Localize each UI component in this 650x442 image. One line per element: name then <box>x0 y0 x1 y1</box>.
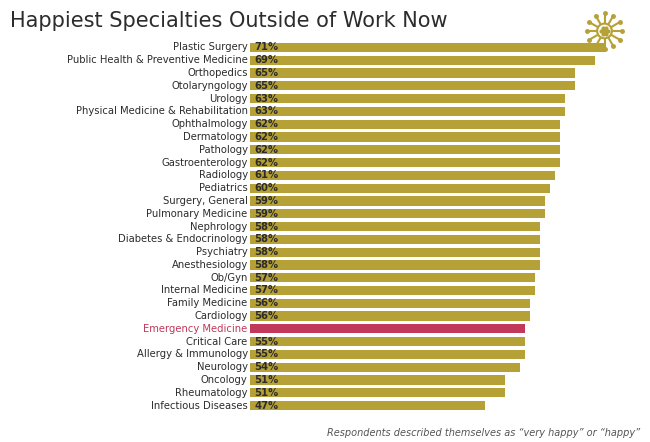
Text: 59%: 59% <box>254 196 278 206</box>
Bar <box>250 312 530 320</box>
Text: 71%: 71% <box>254 42 278 53</box>
Text: 59%: 59% <box>254 209 278 219</box>
Text: Public Health & Preventive Medicine: Public Health & Preventive Medicine <box>67 55 248 65</box>
Text: 58%: 58% <box>254 221 278 232</box>
Text: 56%: 56% <box>254 311 278 321</box>
Text: 51%: 51% <box>254 375 278 385</box>
Text: 57%: 57% <box>254 273 278 283</box>
Text: 62%: 62% <box>254 132 278 142</box>
Text: Rheumatology: Rheumatology <box>176 388 248 398</box>
Text: Nephrology: Nephrology <box>190 221 248 232</box>
Text: Plastic Surgery: Plastic Surgery <box>173 42 248 53</box>
Bar <box>250 158 560 167</box>
Bar <box>250 401 486 410</box>
Bar <box>250 362 521 372</box>
Text: 65%: 65% <box>254 68 278 78</box>
Text: Pathology: Pathology <box>199 145 248 155</box>
Text: Happiest Specialties Outside of Work Now: Happiest Specialties Outside of Work Now <box>10 11 447 31</box>
Text: Ophthalmology: Ophthalmology <box>172 119 248 129</box>
Text: Ob/Gyn: Ob/Gyn <box>211 273 248 283</box>
Text: Infectious Diseases: Infectious Diseases <box>151 400 248 411</box>
Bar <box>250 222 540 231</box>
Text: 55%: 55% <box>254 337 278 347</box>
Text: Psychiatry: Psychiatry <box>196 247 248 257</box>
Text: 60%: 60% <box>254 183 278 193</box>
Bar <box>250 286 536 295</box>
Bar <box>250 81 575 91</box>
Text: 62%: 62% <box>254 119 278 129</box>
Text: Radiology: Radiology <box>199 170 248 180</box>
Bar <box>250 43 606 52</box>
Text: Critical Care: Critical Care <box>187 337 248 347</box>
Text: Gastroenterology: Gastroenterology <box>161 157 248 168</box>
Text: 47%: 47% <box>254 400 278 411</box>
Bar <box>250 337 525 346</box>
Text: Emergency Medicine: Emergency Medicine <box>144 324 248 334</box>
Text: 57%: 57% <box>254 286 278 296</box>
Text: Family Medicine: Family Medicine <box>168 298 248 308</box>
Bar <box>250 56 595 65</box>
Bar <box>250 107 566 116</box>
Bar <box>250 388 506 397</box>
Text: 58%: 58% <box>254 234 278 244</box>
Text: Pediatrics: Pediatrics <box>199 183 248 193</box>
Bar <box>250 350 525 359</box>
Text: 58%: 58% <box>254 247 278 257</box>
Text: Allergy & Immunology: Allergy & Immunology <box>136 350 248 359</box>
Bar <box>250 273 536 282</box>
Bar <box>250 260 540 270</box>
Text: Internal Medicine: Internal Medicine <box>161 286 248 296</box>
Text: 62%: 62% <box>254 145 278 155</box>
Text: 51%: 51% <box>254 388 278 398</box>
Text: 69%: 69% <box>254 55 278 65</box>
Text: Surgery, General: Surgery, General <box>163 196 248 206</box>
Text: Otolaryngology: Otolaryngology <box>171 81 248 91</box>
Bar <box>250 375 506 385</box>
Text: 55%: 55% <box>254 324 278 334</box>
Text: Oncology: Oncology <box>201 375 248 385</box>
Text: Physical Medicine & Rehabilitation: Physical Medicine & Rehabilitation <box>76 107 248 116</box>
Text: 61%: 61% <box>254 170 278 180</box>
Text: 65%: 65% <box>254 81 278 91</box>
Text: 63%: 63% <box>254 94 278 103</box>
Text: 56%: 56% <box>254 298 278 308</box>
Bar <box>250 120 560 129</box>
Bar <box>250 69 575 78</box>
Bar <box>250 196 545 206</box>
Bar <box>250 209 545 218</box>
Text: Neurology: Neurology <box>197 362 248 372</box>
Text: Dermatology: Dermatology <box>183 132 248 142</box>
Text: Orthopedics: Orthopedics <box>187 68 248 78</box>
Text: Anesthesiology: Anesthesiology <box>172 260 248 270</box>
Text: Cardiology: Cardiology <box>194 311 248 321</box>
Text: Diabetes & Endocrinology: Diabetes & Endocrinology <box>118 234 248 244</box>
Bar <box>250 235 540 244</box>
Text: 54%: 54% <box>254 362 278 372</box>
Bar <box>250 94 566 103</box>
Text: 58%: 58% <box>254 260 278 270</box>
Text: Pulmonary Medicine: Pulmonary Medicine <box>146 209 248 219</box>
Bar <box>250 183 551 193</box>
Text: 62%: 62% <box>254 157 278 168</box>
Bar <box>250 145 560 154</box>
Text: Respondents described themselves as “very happy” or “happy”: Respondents described themselves as “ver… <box>327 427 640 438</box>
Text: Urology: Urology <box>209 94 248 103</box>
Text: 55%: 55% <box>254 350 278 359</box>
Text: 63%: 63% <box>254 107 278 116</box>
Bar <box>250 171 556 180</box>
Bar <box>250 133 560 141</box>
Bar <box>250 299 530 308</box>
Bar <box>250 248 540 257</box>
Bar <box>250 324 525 333</box>
